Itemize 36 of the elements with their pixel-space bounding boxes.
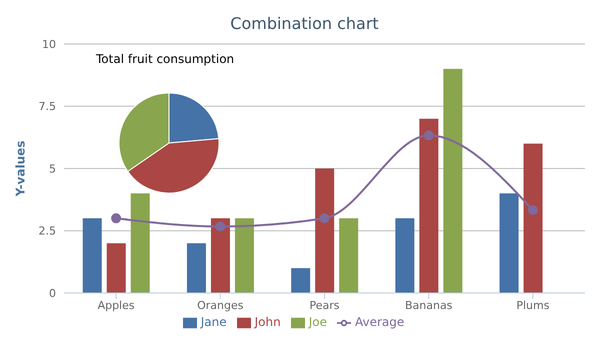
bar <box>234 218 254 293</box>
bar <box>443 68 462 293</box>
bar <box>524 144 543 293</box>
bar <box>339 218 358 293</box>
x-tick-label: Oranges <box>197 298 244 312</box>
bar <box>210 218 230 293</box>
legend-label: Joe <box>308 315 327 329</box>
bar <box>291 268 310 293</box>
x-tick-label: Apples <box>98 298 135 312</box>
y-tick-label: 0 <box>49 286 56 300</box>
bar <box>186 243 206 293</box>
bar <box>106 243 126 293</box>
y-tick-label: 10 <box>42 38 56 51</box>
point <box>111 213 122 224</box>
point <box>320 213 330 224</box>
y-tick-label: 5 <box>49 162 56 176</box>
bar <box>419 118 438 293</box>
y-tick-label: 2.5 <box>38 224 56 238</box>
y-axis-title: Y-values <box>13 140 28 198</box>
bar <box>500 193 519 293</box>
legend-label: Average <box>354 315 404 329</box>
chart-title: Total fruit consumption <box>95 52 236 66</box>
point <box>215 222 226 232</box>
y-tick-label: 7.5 <box>38 100 56 114</box>
legend-label: John <box>254 315 281 329</box>
chart-title: Combination chart <box>230 14 379 33</box>
point <box>528 205 538 216</box>
x-tick-label: Plums <box>516 298 550 312</box>
x-tick-label: Bananas <box>404 298 453 312</box>
bar <box>82 218 102 293</box>
bar <box>315 168 334 293</box>
x-tick-label: Pears <box>309 298 340 312</box>
bar <box>130 193 150 293</box>
bar <box>395 218 414 293</box>
legend-label: Jane <box>200 315 227 329</box>
point <box>424 130 434 140</box>
